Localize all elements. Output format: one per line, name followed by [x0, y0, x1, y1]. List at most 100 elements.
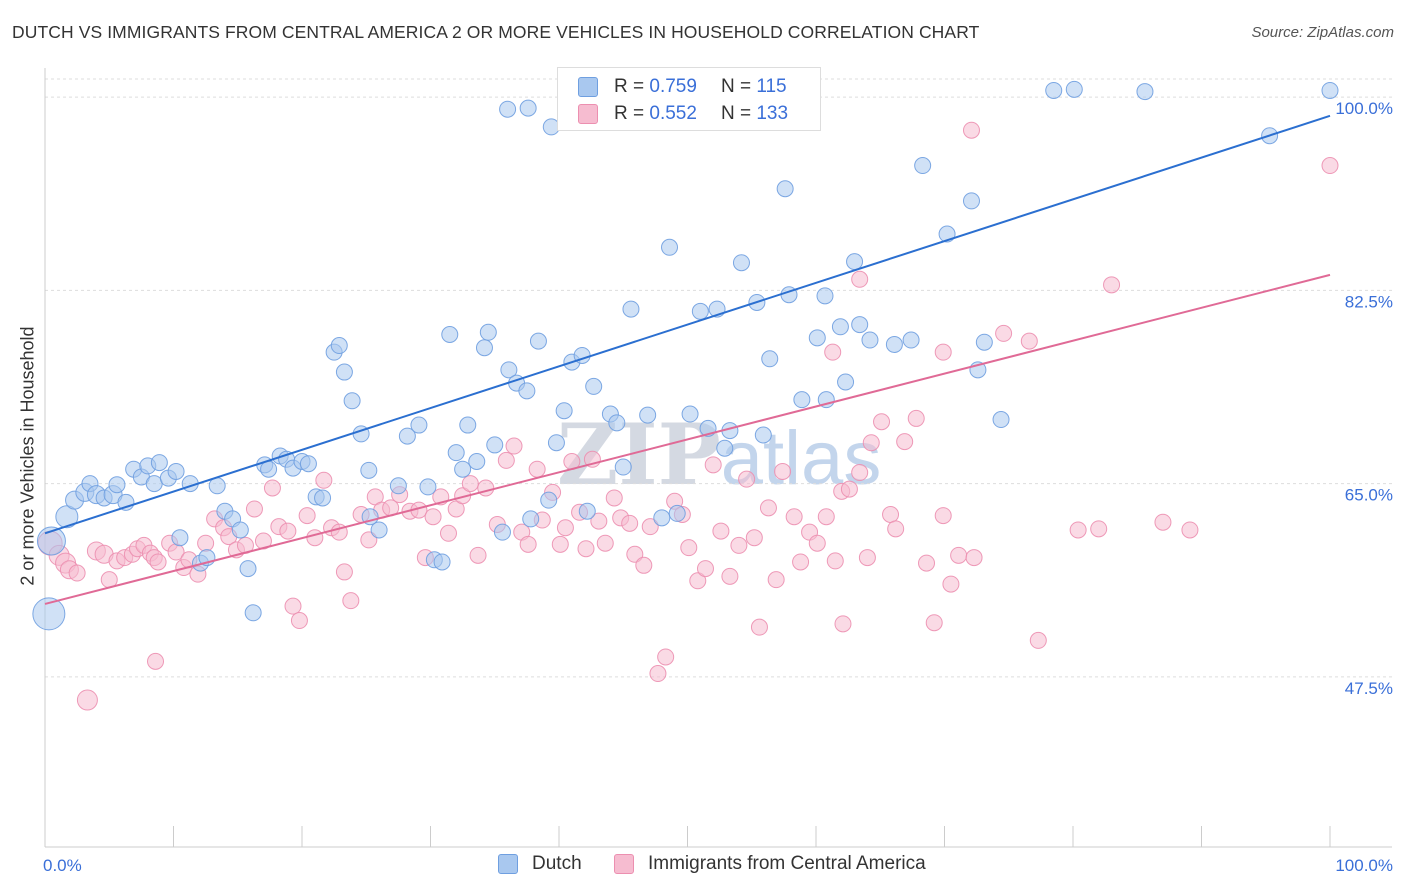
- dutch-point: [608, 414, 626, 432]
- immigrants-point: [284, 597, 302, 615]
- immigrants-point: [635, 556, 653, 574]
- immigrants-point: [497, 451, 515, 469]
- immigrants-point: [342, 592, 360, 610]
- dutch-point: [475, 339, 493, 357]
- dutch-point: [902, 331, 920, 349]
- immigrants-point: [759, 499, 777, 517]
- correlation-legend: R = 0.759 N = 115 R = 0.552 N = 133: [557, 67, 821, 131]
- dutch-point: [239, 560, 257, 578]
- immigrants-point: [792, 553, 810, 571]
- series-dutch-points: [32, 80, 1339, 631]
- immigrants-point: [519, 535, 537, 553]
- immigrants-point: [826, 552, 844, 570]
- immigrants-point: [934, 507, 952, 525]
- immigrants-point: [882, 506, 900, 524]
- dutch-point: [639, 406, 657, 424]
- immigrants-point: [896, 433, 914, 451]
- immigrants-point: [962, 121, 980, 139]
- immigrants-point: [934, 343, 952, 361]
- immigrants-point: [551, 535, 569, 553]
- dutch-point: [486, 436, 504, 454]
- chart-title: DUTCH VS IMMIGRANTS FROM CENTRAL AMERICA…: [12, 22, 980, 42]
- dutch-point: [36, 526, 66, 556]
- dutch-point: [614, 458, 632, 476]
- immigrants-point: [808, 534, 826, 552]
- n-label: N =: [720, 76, 752, 97]
- r-value: 0.552: [649, 103, 697, 124]
- dutch-point: [108, 476, 126, 494]
- immigrants-point: [657, 648, 675, 666]
- immigrants-point: [461, 475, 479, 493]
- r-label: R =: [614, 103, 645, 124]
- bottom-legend-immigrants: Immigrants from Central America: [614, 851, 926, 877]
- immigrants-point: [840, 480, 858, 498]
- immigrants-point: [1181, 521, 1199, 539]
- immigrants-point: [851, 270, 869, 288]
- dutch-point: [441, 326, 459, 344]
- dutch-legend-label: Dutch: [532, 853, 582, 874]
- dutch-point: [343, 392, 361, 410]
- x-tick-label-max: 100.0%: [1335, 856, 1393, 875]
- immigrants-point: [942, 575, 960, 593]
- legend-row-immigrants: R = 0.552 N = 133: [578, 101, 788, 127]
- immigrants-point: [950, 546, 968, 564]
- dutch-point: [459, 416, 477, 434]
- immigrants-point: [649, 665, 667, 683]
- immigrants-point: [360, 531, 378, 549]
- immigrants-point: [149, 553, 167, 571]
- immigrants-point: [995, 324, 1013, 342]
- immigrants-point: [738, 470, 756, 488]
- dutch-point: [808, 329, 826, 347]
- immigrants-point: [263, 479, 281, 497]
- dutch-point: [299, 455, 317, 473]
- immigrants-point: [621, 514, 639, 532]
- dutch-point: [793, 391, 811, 409]
- dutch-point: [167, 462, 185, 480]
- immigrants-point: [774, 462, 792, 480]
- dutch-point: [776, 180, 794, 198]
- immigrants-point: [335, 563, 353, 581]
- dutch-point: [754, 426, 772, 444]
- dutch-point: [145, 475, 163, 493]
- immigrants-point: [641, 518, 659, 536]
- immigrants-point: [834, 615, 852, 633]
- grid-lines: [45, 78, 1392, 678]
- immigrants-point: [306, 529, 324, 547]
- immigrants-point: [1069, 521, 1087, 539]
- immigrants-point: [817, 508, 835, 526]
- n-label: N =: [720, 103, 752, 124]
- dutch-point: [518, 382, 536, 400]
- dutch-legend-swatch: [498, 854, 518, 874]
- immigrants-swatch: [578, 104, 598, 124]
- dutch-point: [846, 253, 864, 271]
- y-tick-label: 47.5%: [1345, 679, 1393, 698]
- immigrants-point: [907, 409, 925, 427]
- dutch-point: [335, 363, 353, 381]
- dutch-trend-line: [44, 114, 1331, 535]
- dutch-point: [653, 509, 671, 527]
- legend-row-dutch: R = 0.759 N = 115: [578, 74, 787, 100]
- dutch-point: [500, 361, 518, 379]
- immigrants-point: [298, 507, 316, 525]
- immigrants-point: [873, 413, 891, 431]
- dutch-swatch: [578, 77, 598, 97]
- immigrants-point: [730, 536, 748, 554]
- dutch-point: [479, 323, 497, 341]
- immigrants-legend-swatch: [614, 854, 634, 874]
- immigrants-point: [68, 564, 86, 582]
- immigrants-point: [528, 460, 546, 478]
- immigrants-point: [590, 512, 608, 530]
- dutch-point: [861, 331, 879, 349]
- y-tick-label: 65.0%: [1345, 486, 1393, 505]
- immigrants-point: [245, 500, 263, 518]
- immigrants-point: [577, 540, 595, 558]
- immigrants-point: [965, 549, 983, 567]
- immigrants-trend-line: [44, 273, 1331, 605]
- immigrants-point: [785, 508, 803, 526]
- dutch-point: [547, 434, 565, 452]
- source-label: Source: ZipAtlas.com: [1251, 24, 1394, 41]
- dutch-point: [360, 461, 378, 479]
- immigrants-point: [1029, 631, 1047, 649]
- immigrants-point: [689, 572, 707, 590]
